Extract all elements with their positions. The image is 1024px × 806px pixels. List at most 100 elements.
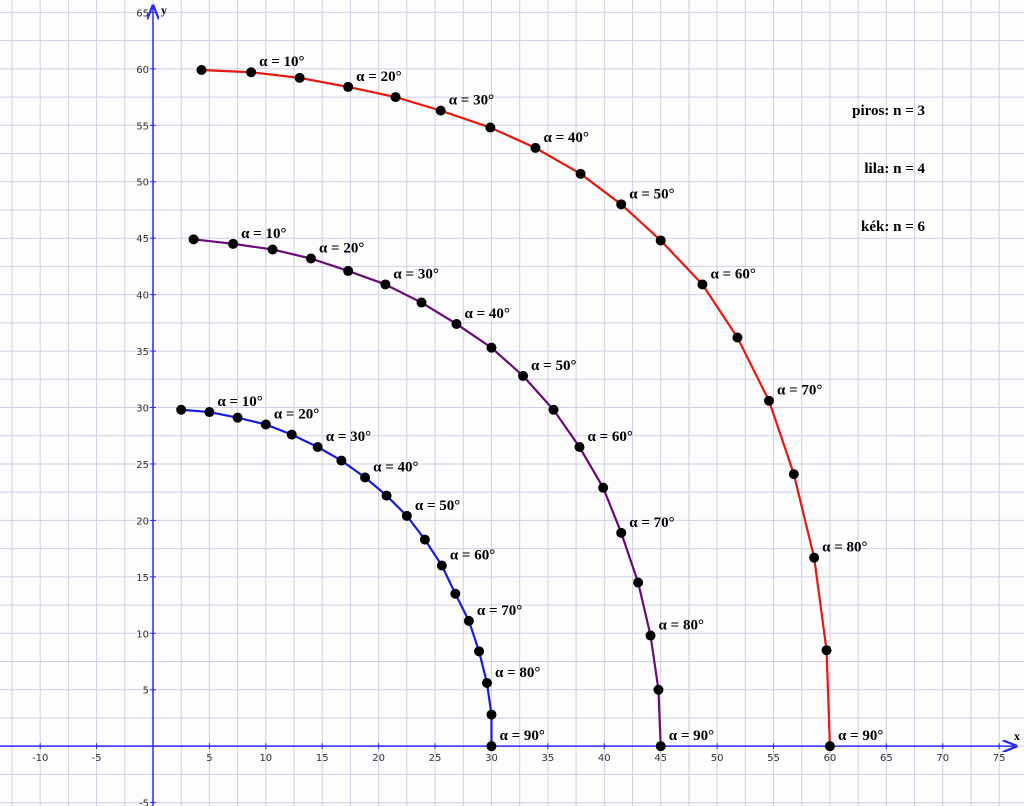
point-label: α = 10° — [259, 54, 304, 70]
point — [518, 370, 529, 381]
point — [401, 510, 412, 521]
point — [485, 122, 496, 133]
point — [616, 199, 627, 210]
curve — [201, 68, 832, 747]
point — [436, 560, 447, 571]
y-tick-label: 20 — [136, 516, 149, 527]
point — [260, 419, 271, 430]
point — [598, 482, 609, 493]
point-label: α = 90° — [669, 728, 714, 744]
point — [548, 404, 559, 415]
point — [788, 469, 799, 480]
point-label: α = 30° — [449, 93, 494, 109]
x-tick-label: 10 — [259, 753, 272, 764]
y-tick-label: 40 — [136, 291, 149, 302]
point — [633, 577, 644, 588]
point-label: α = 20° — [356, 69, 401, 85]
point-label: α = 50° — [629, 186, 674, 202]
point-label: α = 50° — [531, 358, 576, 374]
point — [228, 238, 239, 249]
point — [653, 684, 664, 695]
point — [246, 67, 257, 78]
x-tick-label: 65 — [880, 753, 893, 764]
y-tick-label: -5 — [139, 799, 149, 806]
point — [463, 615, 474, 626]
point — [336, 455, 347, 466]
y-tick-label: 35 — [136, 347, 149, 358]
point — [343, 265, 354, 276]
point — [381, 490, 392, 501]
point — [486, 741, 497, 752]
point — [481, 677, 492, 688]
point — [267, 244, 278, 255]
point — [655, 741, 666, 752]
point-label: α = 30° — [393, 266, 438, 282]
axes: x y -10 -5 5 10 15 20 25 30 35 40 45 50 55 60 65 70 75 -5 5 1… — [0, 3, 1020, 806]
point-label: α = 70° — [629, 515, 674, 531]
point — [474, 646, 485, 657]
point — [286, 429, 297, 440]
y-tick-label: 15 — [136, 573, 149, 584]
point — [809, 552, 820, 563]
point — [655, 235, 666, 246]
point — [188, 234, 199, 245]
point — [360, 472, 371, 483]
plot: α = 10° α = 20° α = 30° α = 40° α = 50° α = 6… — [176, 54, 883, 752]
point-label: α = 80° — [495, 665, 540, 681]
point-label: α = 70° — [477, 603, 522, 619]
point-label: α = 70° — [777, 383, 822, 399]
point — [312, 442, 323, 453]
point-label: α = 10° — [241, 226, 286, 242]
curve — [181, 408, 493, 747]
point — [380, 279, 391, 290]
point-label: α = 40° — [464, 306, 509, 322]
point — [697, 279, 708, 290]
point — [204, 407, 215, 418]
y-tick-label: 25 — [136, 460, 149, 471]
y-tick-label: 65 — [136, 8, 149, 19]
point-label: α = 20° — [319, 241, 364, 257]
y-tick-label: 45 — [136, 234, 149, 245]
x-tick-label: -5 — [92, 753, 102, 764]
x-axis-label: x — [1014, 729, 1020, 743]
point — [645, 630, 656, 641]
x-tick-label: 30 — [485, 753, 498, 764]
y-tick-label: 30 — [136, 404, 149, 415]
legend-entry: kék: n = 6 — [861, 219, 925, 235]
point — [435, 105, 446, 116]
point — [575, 168, 586, 179]
point — [450, 588, 461, 599]
point — [616, 527, 627, 538]
point-label: α = 30° — [326, 429, 371, 445]
y-tick-label: 10 — [136, 629, 149, 640]
x-tick-label: 35 — [542, 753, 555, 764]
point — [390, 92, 401, 103]
point-label: α = 90° — [499, 728, 544, 744]
x-tick-label: 40 — [598, 753, 611, 764]
x-tick-label: 45 — [654, 753, 667, 764]
point-label: α = 60° — [450, 548, 495, 564]
curve — [193, 238, 662, 747]
point-label: α = 50° — [415, 498, 460, 514]
y-tick-label: 50 — [136, 178, 149, 189]
y-axis-label: y — [161, 3, 167, 17]
point — [764, 395, 775, 406]
point-label: α = 10° — [217, 394, 262, 410]
x-tick-label: 50 — [711, 753, 724, 764]
x-tick-label: 70 — [936, 753, 949, 764]
point-label: α = 20° — [274, 406, 319, 422]
x-tick-label: 15 — [316, 753, 329, 764]
y-tick-label: 55 — [136, 121, 149, 132]
x-tick-label: 5 — [206, 753, 212, 764]
y-tick-label: 5 — [143, 686, 149, 697]
point-label: α = 90° — [838, 728, 883, 744]
point — [486, 709, 497, 720]
x-tick-label: -10 — [32, 753, 48, 764]
point — [574, 442, 585, 453]
legend-entry: piros: n = 3 — [852, 103, 925, 119]
point — [232, 412, 243, 423]
point — [732, 332, 743, 343]
x-tick-label: 25 — [429, 753, 442, 764]
x-tick-label: 55 — [767, 753, 780, 764]
